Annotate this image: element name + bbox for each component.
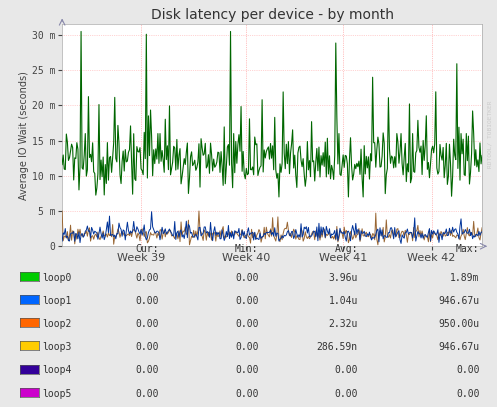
Text: 0.00: 0.00: [136, 273, 159, 282]
Text: 2.32u: 2.32u: [329, 319, 358, 329]
Text: 0.00: 0.00: [334, 389, 358, 398]
Text: 0.00: 0.00: [235, 319, 258, 329]
Text: 286.59n: 286.59n: [317, 342, 358, 352]
Text: 0.00: 0.00: [235, 296, 258, 306]
Text: 1.04u: 1.04u: [329, 296, 358, 306]
Text: Max:: Max:: [456, 244, 480, 254]
Text: 0.00: 0.00: [235, 389, 258, 398]
Text: RDTOOL/ TOBIOETKER: RDTOOL/ TOBIOETKER: [487, 101, 492, 168]
Text: loop2: loop2: [42, 319, 72, 329]
Text: 0.00: 0.00: [136, 365, 159, 375]
Text: Cur:: Cur:: [136, 244, 159, 254]
Text: 950.00u: 950.00u: [438, 319, 480, 329]
Text: loop4: loop4: [42, 365, 72, 375]
Text: loop5: loop5: [42, 389, 72, 398]
Text: loop3: loop3: [42, 342, 72, 352]
Text: 3.96u: 3.96u: [329, 273, 358, 282]
Text: loop0: loop0: [42, 273, 72, 282]
Text: Avg:: Avg:: [334, 244, 358, 254]
Text: 0.00: 0.00: [136, 319, 159, 329]
Text: 0.00: 0.00: [456, 365, 480, 375]
Text: 0.00: 0.00: [235, 342, 258, 352]
Text: 1.89m: 1.89m: [450, 273, 480, 282]
Y-axis label: Average IO Wait (seconds): Average IO Wait (seconds): [19, 71, 29, 200]
Text: 0.00: 0.00: [456, 389, 480, 398]
Text: 0.00: 0.00: [334, 365, 358, 375]
Text: loop1: loop1: [42, 296, 72, 306]
Title: Disk latency per device - by month: Disk latency per device - by month: [151, 8, 394, 22]
Text: 0.00: 0.00: [136, 296, 159, 306]
Text: Min:: Min:: [235, 244, 258, 254]
Text: 0.00: 0.00: [235, 273, 258, 282]
Text: 946.67u: 946.67u: [438, 342, 480, 352]
Text: 946.67u: 946.67u: [438, 296, 480, 306]
Text: 0.00: 0.00: [136, 389, 159, 398]
Text: 0.00: 0.00: [235, 365, 258, 375]
Text: 0.00: 0.00: [136, 342, 159, 352]
